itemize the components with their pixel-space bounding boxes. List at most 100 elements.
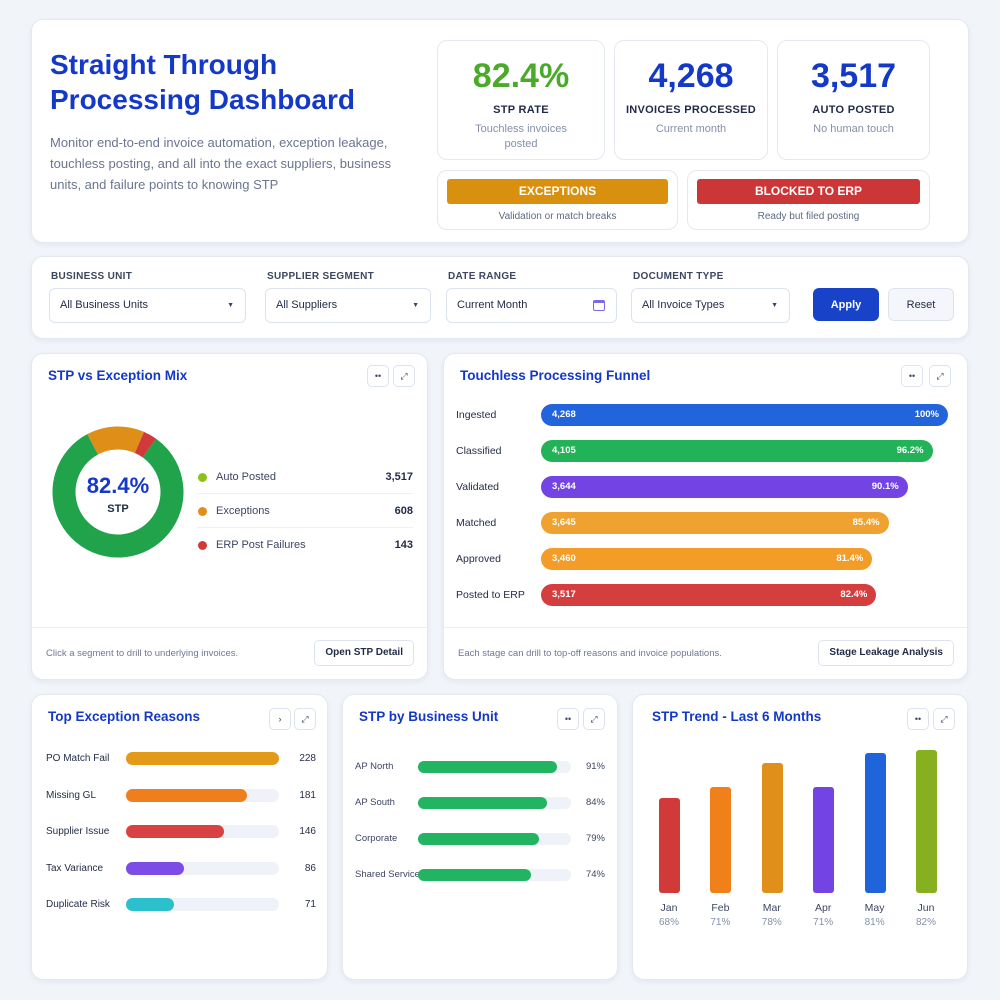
donut-chart[interactable] (52, 426, 184, 558)
calendar-icon (593, 300, 605, 311)
panel-title: STP Trend - Last 6 Months (652, 709, 822, 724)
more-icon[interactable]: •• (901, 365, 923, 387)
trend-value-label: 71% (813, 917, 834, 928)
funnel-stage-bar[interactable]: 3,460 81.4% (541, 548, 873, 570)
select-value: All Invoice Types (642, 299, 725, 311)
trend-value-label: 71% (710, 917, 731, 928)
legend-row-exceptions[interactable]: Exceptions 608 (197, 494, 413, 528)
chevron-right-icon[interactable]: › (269, 708, 291, 730)
kpi-value: 4,268 (648, 57, 734, 95)
filter-document-type: DOCUMENT TYPE All Invoice Types ▼ (631, 271, 790, 323)
expand-icon[interactable]: ⤢ (583, 708, 605, 730)
funnel-stage-bar[interactable]: 4,268 100% (541, 404, 948, 426)
exception-bar[interactable] (126, 752, 279, 765)
funnel-stage-row[interactable]: Ingested 4,268 100% (456, 404, 956, 426)
trend-bar-mar[interactable] (761, 763, 783, 893)
business-unit-row[interactable]: AP South 84% (355, 796, 605, 810)
expand-icon[interactable]: ⤢ (294, 708, 316, 730)
exception-row[interactable]: Duplicate Risk 71 (46, 897, 316, 913)
trend-bar-jun[interactable] (916, 749, 937, 893)
business-unit-bar[interactable] (418, 833, 539, 845)
expand-icon[interactable]: ⤢ (933, 708, 955, 730)
status-blocked-bar[interactable]: BLOCKED TO ERP (697, 179, 920, 204)
date-range-picker[interactable]: Current Month (446, 288, 617, 323)
status-blocked-to-erp[interactable]: BLOCKED TO ERP Ready but filed posting (687, 170, 930, 230)
kpi-label: STP RATE (493, 104, 549, 116)
exception-bar[interactable] (126, 898, 174, 911)
picker-value: Current Month (457, 299, 528, 311)
expand-icon[interactable]: ⤢ (393, 365, 415, 387)
exception-bar[interactable] (126, 788, 248, 802)
status-exceptions[interactable]: EXCEPTIONS Validation or match breaks (437, 170, 678, 230)
exception-label: Supplier Issue (46, 826, 110, 837)
more-icon[interactable]: •• (907, 708, 929, 730)
trend-bar-apr[interactable] (813, 787, 835, 893)
legend-row-erp-failures[interactable]: ERP Post Failures 143 (197, 528, 413, 562)
business-unit-select[interactable]: All Business Units ▼ (49, 288, 246, 323)
funnel-stage-bar[interactable]: 4,105 96.2% (541, 440, 933, 462)
funnel-stage-count: 3,645 (552, 517, 576, 528)
apply-button[interactable]: Apply (813, 288, 879, 321)
exception-bar-track (126, 861, 279, 875)
donut-center-label: STP (107, 503, 129, 515)
funnel-stage-bar[interactable]: 3,517 82.4% (541, 584, 877, 606)
business-unit-bar-track (418, 797, 571, 809)
panel-stp-by-business-unit: STP by Business Unit •• ⤢ AP North 91% AP … (342, 694, 618, 980)
business-unit-value: 74% (585, 869, 605, 880)
exception-value: 146 (299, 826, 316, 837)
business-unit-row[interactable]: Corporate 79% (355, 832, 605, 846)
trend-bar-feb[interactable] (710, 787, 732, 893)
funnel-stage-row[interactable]: Matched 3,645 85.4% (456, 512, 956, 534)
panel-funnel: Touchless Processing Funnel •• ⤢ Ingeste… (443, 353, 968, 680)
business-unit-bar[interactable] (418, 869, 532, 881)
filter-supplier-segment: SUPPLIER SEGMENT All Suppliers ▼ (265, 271, 431, 323)
funnel-stage-percent: 82.4% (840, 589, 868, 600)
business-unit-bar[interactable] (418, 797, 547, 809)
funnel-stage-bar[interactable]: 3,645 85.4% (541, 512, 889, 534)
donut-segment-exceptions[interactable] (52, 426, 184, 558)
funnel-stage-label: Validated (456, 481, 500, 493)
document-type-select[interactable]: All Invoice Types ▼ (631, 288, 790, 323)
business-unit-value: 79% (585, 833, 605, 844)
kpi-auto-posted: 3,517 AUTO POSTED No human touch (777, 40, 930, 160)
funnel-stage-count: 3,644 (552, 481, 576, 492)
exception-row[interactable]: Supplier Issue 146 (46, 824, 316, 840)
exception-bar[interactable] (126, 861, 184, 875)
business-unit-row[interactable]: AP North 91% (355, 760, 605, 774)
more-icon[interactable]: •• (367, 365, 389, 387)
business-unit-bar[interactable] (418, 761, 558, 773)
funnel-stage-row[interactable]: Posted to ERP 3,517 82.4% (456, 584, 956, 606)
footer-text: Each stage can drill to top-off reasons … (458, 648, 722, 659)
funnel-stage-bar[interactable]: 3,644 90.1% (541, 476, 908, 498)
filter-label: SUPPLIER SEGMENT (267, 271, 375, 282)
legend-row-auto-posted[interactable]: Auto Posted 3,517 (197, 460, 413, 494)
filter-label: DOCUMENT TYPE (633, 271, 724, 282)
expand-icon[interactable]: ⤢ (929, 365, 951, 387)
trend-bar-may[interactable] (864, 753, 886, 893)
business-unit-row[interactable]: Shared Services 74% (355, 868, 605, 882)
funnel-stage-count: 4,105 (552, 445, 576, 456)
funnel-stage-row[interactable]: Approved 3,460 81.4% (456, 548, 956, 570)
exception-row[interactable]: Missing GL 181 (46, 788, 316, 804)
stage-leakage-analysis-button[interactable]: Stage Leakage Analysis (818, 640, 954, 666)
supplier-segment-select[interactable]: All Suppliers ▼ (265, 288, 431, 323)
trend-value-label: 81% (864, 917, 885, 928)
caret-down-icon: ▼ (771, 302, 778, 309)
funnel-stage-row[interactable]: Classified 4,105 96.2% (456, 440, 956, 462)
exception-row[interactable]: Tax Variance 86 (46, 861, 316, 877)
reset-button[interactable]: Reset (888, 288, 954, 321)
legend-dot (198, 541, 207, 550)
kpi-value: 82.4% (472, 57, 570, 95)
more-icon[interactable]: •• (557, 708, 579, 730)
business-unit-bar-track (418, 761, 571, 773)
exception-bar[interactable] (126, 825, 224, 838)
exception-row[interactable]: PO Match Fail 228 (46, 751, 316, 767)
trend-month-label: May (864, 902, 885, 914)
status-exceptions-bar[interactable]: EXCEPTIONS (447, 179, 668, 204)
open-stp-detail-button[interactable]: Open STP Detail (314, 640, 414, 666)
legend-dot (198, 507, 207, 516)
funnel-stage-label: Approved (456, 553, 501, 565)
funnel-stage-row[interactable]: Validated 3,644 90.1% (456, 476, 956, 498)
trend-bar-jan[interactable] (659, 797, 680, 893)
trend-month-label: Jan (660, 902, 678, 914)
